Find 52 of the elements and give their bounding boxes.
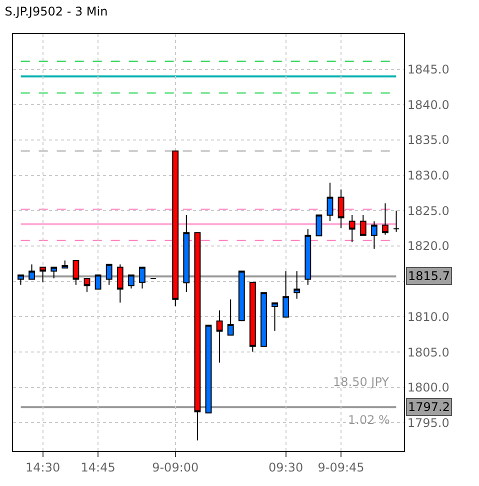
candlestick (338, 188, 344, 229)
candlestick (84, 278, 90, 292)
y-tick-label: 1840.0 (407, 98, 450, 112)
candlestick (139, 266, 146, 289)
candlestick (249, 282, 256, 352)
y-tick-label: 1805.0 (407, 345, 450, 360)
candlestick (18, 274, 24, 286)
candlestick (183, 214, 190, 292)
candlestick (94, 274, 102, 290)
candlestick (40, 266, 46, 283)
candlestick (194, 232, 201, 441)
y-tick-label: 1820.0 (407, 239, 450, 254)
ref-line-label: 1797.2 (408, 400, 450, 414)
candlestick (205, 324, 212, 414)
candlestick (116, 264, 124, 304)
candlestick (62, 260, 68, 268)
candlestick (238, 270, 245, 322)
candlestick (370, 220, 378, 250)
x-tick-label: 14:45 (80, 460, 116, 474)
candlestick (260, 292, 267, 347)
y-tick-label: 1810.0 (407, 310, 450, 324)
x-tick-label: 09:30 (268, 460, 304, 474)
x-tick-label: 14:30 (26, 460, 60, 474)
candlestick (128, 274, 134, 289)
chart-title: S.JP.J9502 - 3 Min (4, 4, 108, 19)
annotation: 18.50 JPY (333, 375, 390, 389)
y-tick-label: 1825.0 (407, 204, 450, 218)
candlestick (216, 310, 223, 364)
candlestick (50, 266, 58, 279)
candlestick (360, 214, 366, 236)
candlestick (294, 270, 300, 300)
candlestick (72, 260, 80, 286)
candlestick (106, 264, 112, 286)
y-tick-label: 1795.0 (407, 416, 450, 430)
y-tick-label: 1830.0 (407, 168, 450, 183)
candlestick (326, 182, 334, 222)
candlestick (272, 302, 278, 332)
y-tick-label: 1800.0 (407, 380, 450, 395)
candlestick (282, 270, 290, 318)
candlestick (393, 210, 400, 232)
x-tick-label: 9-09:00 (152, 460, 199, 474)
annotation: 1.02 % (348, 413, 390, 427)
candlestick (382, 202, 388, 236)
y-tick-label: 1835.0 (407, 133, 450, 148)
candlestick (348, 214, 356, 243)
candlestick (316, 214, 322, 236)
x-tick-label: 9-09:45 (318, 460, 364, 474)
candlestick (304, 228, 312, 286)
y-tick-label: 1845.0 (407, 62, 450, 77)
ref-line-label: 1815.7 (408, 269, 450, 283)
candlestick (227, 298, 234, 336)
candlestick (28, 264, 35, 280)
